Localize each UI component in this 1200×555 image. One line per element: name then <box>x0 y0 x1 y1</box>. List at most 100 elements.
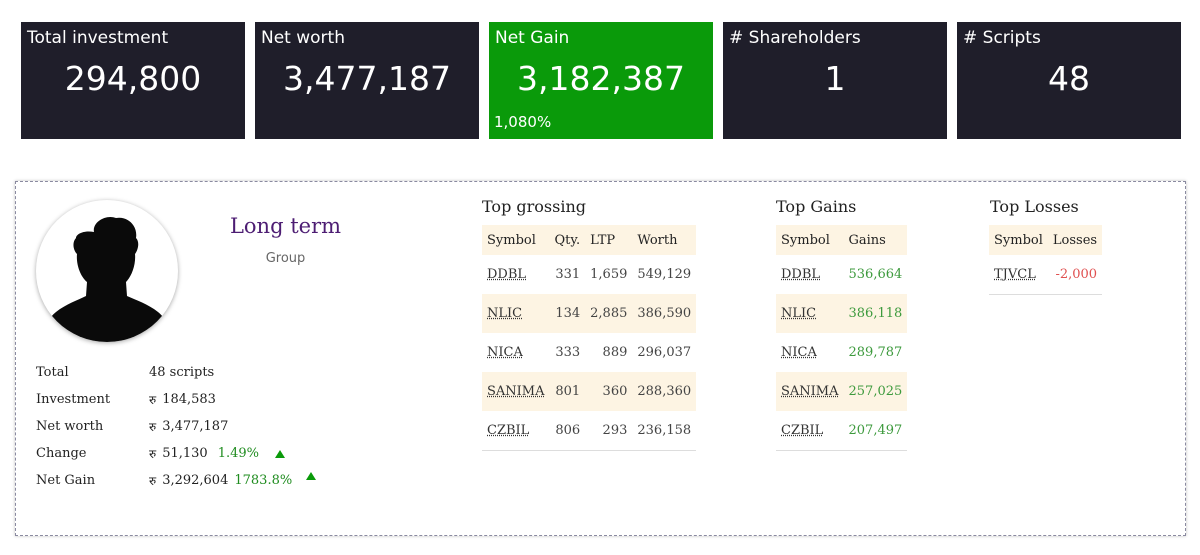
stat-row-investment: Investment रु 184,583 <box>36 386 316 413</box>
table-row: NLIC 134 2,885 386,590 <box>482 294 697 333</box>
symbol-link[interactable]: TJVCL <box>994 266 1036 282</box>
qty-cell: 801 <box>549 372 586 411</box>
card-label: # Scripts <box>963 28 1041 48</box>
stat-percent: 1783.8% <box>234 473 293 488</box>
top-grossing-table: Symbol Qty. LTP Worth DDBL 331 1,659 549… <box>482 225 697 451</box>
symbol-link[interactable]: SANIMA <box>487 384 545 399</box>
stat-row-net-gain: Net Gain रु 3,292,604 1783.8% <box>36 467 317 494</box>
loss-cell: -2,000 <box>1047 255 1103 295</box>
stat-percent: 1.49% <box>217 446 259 461</box>
symbol-link[interactable]: CZBIL <box>781 422 824 438</box>
stat-label: Net Gain <box>36 473 96 488</box>
card-value: 3,182,387 <box>517 59 685 98</box>
column-header: Symbol <box>482 225 550 255</box>
card-total-investment: Total investment 294,800 <box>21 22 245 139</box>
stat-value: 51,130 <box>162 446 208 461</box>
top-losses-title: Top Losses <box>990 197 1079 216</box>
worth-cell: 236,158 <box>632 411 697 451</box>
qty-cell: 333 <box>555 345 581 360</box>
column-header: Symbol <box>989 225 1048 255</box>
stat-value: 48 scripts <box>149 365 215 380</box>
gain-cell: 289,787 <box>848 345 903 360</box>
gain-cell: 257,025 <box>843 372 908 411</box>
symbol-link[interactable]: DDBL <box>487 267 527 282</box>
group-stats: Total 48 scripts Investment रु 184,583 Ne… <box>36 359 317 494</box>
card-label: Net Gain <box>495 28 570 48</box>
card-value: 294,800 <box>64 59 202 98</box>
card-label: Total investment <box>27 28 169 48</box>
ltp-cell: 360 <box>585 372 633 411</box>
gain-cell: 386,118 <box>843 294 908 333</box>
symbol-link[interactable]: DDBL <box>781 267 821 282</box>
currency-symbol: रु <box>149 393 157 407</box>
column-header: Losses <box>1047 225 1103 255</box>
currency-symbol: रु <box>149 474 157 488</box>
table-row: NLIC 386,118 <box>776 294 908 333</box>
top-gains-title: Top Gains <box>776 197 857 216</box>
ltp-cell: 889 <box>602 345 628 360</box>
stat-value: 3,477,187 <box>162 419 229 434</box>
card-label: Net worth <box>261 28 345 48</box>
ltp-cell: 1,659 <box>590 267 628 282</box>
qty-cell: 134 <box>549 294 586 333</box>
table-row: TJVCL -2,000 <box>989 255 1103 295</box>
stat-row-net-worth: Net worth रु 3,477,187 <box>36 413 316 440</box>
table-row: DDBL 536,664 <box>776 255 907 294</box>
stat-label: Change <box>36 446 87 461</box>
table-row: CZBIL 806 293 236,158 <box>482 411 697 451</box>
symbol-link[interactable]: NICA <box>487 345 523 360</box>
card-value: 48 <box>1048 59 1090 98</box>
trend-up-icon <box>306 471 317 480</box>
table-row: DDBL 331 1,659 549,129 <box>482 255 696 294</box>
group-subtitle: Group <box>265 251 306 266</box>
top-gains-table: Symbol Gains DDBL 536,664 NLIC 386,118 N… <box>776 225 908 451</box>
symbol-link[interactable]: NLIC <box>487 306 523 321</box>
trend-up-icon <box>275 449 285 458</box>
column-header: Symbol <box>776 225 844 255</box>
card-value: 3,477,187 <box>283 59 451 98</box>
currency-symbol: रु <box>149 447 157 461</box>
gain-cell: 536,664 <box>848 267 903 282</box>
stat-row-change: Change रु 51,130 1.49% <box>36 440 316 467</box>
symbol-link[interactable]: NICA <box>781 345 817 360</box>
worth-cell: 549,129 <box>637 267 692 282</box>
card-net-worth: Net worth 3,477,187 <box>255 22 479 139</box>
table-row: NICA 289,787 <box>776 333 907 372</box>
currency-symbol: रु <box>149 420 157 434</box>
card-value: 1 <box>824 59 846 98</box>
group-title[interactable]: Long term <box>229 214 342 238</box>
stat-value: 184,583 <box>162 392 216 407</box>
stat-row-total: Total 48 scripts <box>36 359 316 386</box>
gain-cell: 207,497 <box>843 411 908 451</box>
column-header: Worth <box>632 225 697 255</box>
symbol-link[interactable]: NLIC <box>781 306 817 321</box>
card-shareholders: # Shareholders 1 <box>723 22 947 139</box>
column-header: LTP <box>585 225 633 255</box>
symbol-link[interactable]: CZBIL <box>487 422 530 438</box>
table-row: SANIMA 801 360 288,360 <box>482 372 697 411</box>
top-losses-table: Symbol Losses TJVCL -2,000 <box>989 225 1103 295</box>
card-label: # Shareholders <box>729 28 861 48</box>
table-row: SANIMA 257,025 <box>776 372 908 411</box>
column-header: Gains <box>843 225 908 255</box>
card-net-gain: Net Gain 3,182,387 1,080% <box>489 22 713 139</box>
table-row: CZBIL 207,497 <box>776 411 908 451</box>
ltp-cell: 2,885 <box>585 294 633 333</box>
user-silhouette-icon <box>36 200 178 342</box>
ltp-cell: 293 <box>585 411 633 451</box>
worth-cell: 386,590 <box>632 294 697 333</box>
stat-value: 3,292,604 <box>162 473 229 488</box>
worth-cell: 296,037 <box>637 345 692 360</box>
qty-cell: 806 <box>549 411 586 451</box>
symbol-link[interactable]: SANIMA <box>781 384 839 399</box>
qty-cell: 331 <box>555 267 581 282</box>
card-scripts: # Scripts 48 <box>957 22 1181 139</box>
stat-label: Total <box>36 365 69 380</box>
stat-label: Investment <box>36 392 111 407</box>
worth-cell: 288,360 <box>632 372 697 411</box>
column-header: Qty. <box>549 225 586 255</box>
top-grossing-title: Top grossing <box>482 197 586 216</box>
table-row: NICA 333 889 296,037 <box>482 333 696 372</box>
card-percent: 1,080% <box>494 113 552 131</box>
stat-label: Net worth <box>36 419 104 434</box>
